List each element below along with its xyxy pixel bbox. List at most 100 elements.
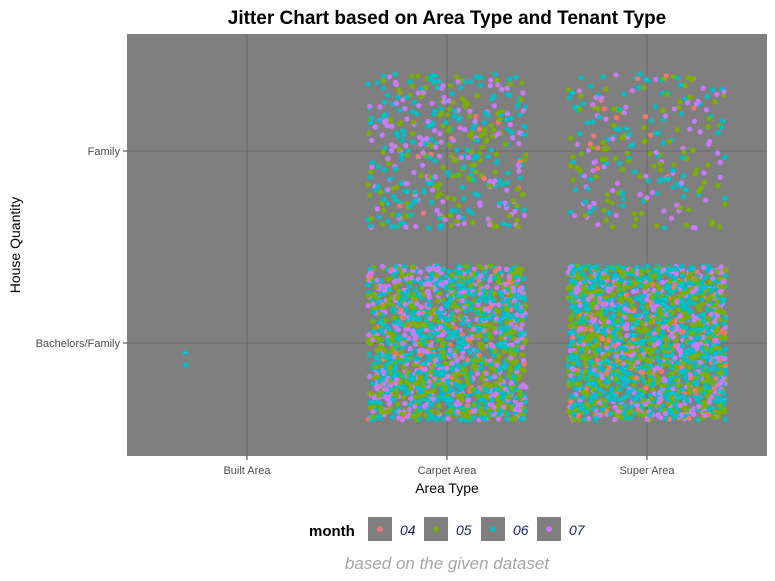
data-point bbox=[565, 295, 571, 301]
data-point bbox=[487, 178, 493, 184]
data-point bbox=[655, 130, 662, 136]
data-point bbox=[442, 217, 448, 223]
data-point bbox=[513, 395, 519, 401]
data-point bbox=[396, 277, 402, 283]
data-point bbox=[523, 338, 529, 344]
data-point bbox=[401, 400, 408, 406]
data-point bbox=[457, 125, 463, 131]
data-point bbox=[717, 174, 723, 180]
data-point bbox=[714, 269, 720, 275]
data-point bbox=[478, 385, 484, 391]
data-point bbox=[573, 294, 579, 300]
data-point bbox=[594, 392, 600, 398]
data-point bbox=[440, 381, 446, 387]
data-point bbox=[431, 111, 437, 117]
data-point bbox=[568, 342, 574, 348]
data-point bbox=[412, 287, 418, 293]
data-point bbox=[685, 280, 691, 286]
data-point bbox=[401, 267, 407, 273]
data-point bbox=[658, 368, 665, 374]
data-point bbox=[709, 269, 715, 275]
data-point bbox=[720, 406, 726, 412]
data-point bbox=[414, 111, 420, 117]
data-point bbox=[484, 284, 490, 290]
data-point bbox=[610, 187, 616, 193]
data-point bbox=[690, 147, 696, 153]
data-point bbox=[449, 208, 455, 214]
data-point bbox=[408, 212, 414, 218]
data-point bbox=[514, 186, 520, 192]
data-point bbox=[686, 415, 692, 421]
data-point bbox=[426, 302, 432, 308]
data-point bbox=[365, 303, 371, 309]
data-point bbox=[401, 132, 407, 138]
data-point bbox=[491, 325, 497, 331]
data-point bbox=[505, 170, 511, 176]
data-point bbox=[465, 268, 471, 274]
data-point bbox=[373, 355, 379, 361]
data-point bbox=[370, 337, 376, 343]
data-point bbox=[413, 316, 419, 322]
y-tick-label: Family bbox=[88, 146, 121, 158]
data-point bbox=[615, 190, 621, 196]
data-point bbox=[410, 309, 416, 316]
data-point bbox=[712, 284, 718, 290]
data-point bbox=[589, 331, 596, 337]
data-point bbox=[480, 265, 486, 271]
data-point bbox=[635, 76, 641, 82]
data-point bbox=[380, 304, 386, 310]
data-point bbox=[667, 278, 673, 284]
data-point bbox=[668, 409, 674, 415]
data-point bbox=[405, 288, 411, 294]
data-point bbox=[451, 108, 458, 114]
data-point bbox=[495, 131, 502, 137]
data-point bbox=[640, 198, 646, 204]
data-point bbox=[504, 111, 510, 117]
data-point bbox=[671, 295, 677, 301]
data-point bbox=[474, 137, 480, 144]
data-point bbox=[414, 301, 420, 307]
data-point bbox=[397, 385, 403, 391]
data-point bbox=[520, 90, 526, 96]
data-point bbox=[454, 147, 460, 153]
data-point bbox=[581, 279, 587, 285]
data-point bbox=[703, 274, 709, 281]
data-point bbox=[679, 180, 685, 186]
data-point bbox=[395, 94, 401, 100]
data-point bbox=[706, 141, 712, 147]
data-point bbox=[640, 338, 646, 344]
data-point bbox=[400, 374, 406, 380]
data-point bbox=[379, 328, 385, 334]
data-point bbox=[462, 79, 468, 85]
data-point bbox=[650, 307, 657, 313]
data-point bbox=[709, 288, 715, 294]
data-point bbox=[508, 81, 514, 88]
data-point bbox=[672, 401, 678, 408]
data-point bbox=[704, 338, 710, 344]
data-point bbox=[569, 270, 576, 276]
data-point bbox=[677, 349, 684, 355]
data-point bbox=[690, 300, 696, 306]
data-point bbox=[423, 375, 429, 381]
data-point bbox=[456, 117, 462, 123]
data-point bbox=[568, 209, 574, 215]
data-point bbox=[477, 341, 483, 347]
data-point bbox=[499, 182, 505, 188]
data-point bbox=[593, 324, 599, 330]
data-point bbox=[399, 156, 405, 162]
data-point bbox=[674, 127, 681, 133]
data-point bbox=[700, 85, 706, 91]
data-point bbox=[434, 381, 440, 388]
data-point bbox=[395, 288, 402, 294]
data-point bbox=[584, 409, 591, 415]
data-point bbox=[404, 369, 410, 375]
data-point bbox=[721, 278, 727, 284]
data-point bbox=[441, 266, 447, 272]
data-point bbox=[514, 304, 520, 310]
data-point bbox=[708, 367, 714, 373]
data-point bbox=[582, 173, 588, 179]
data-point bbox=[658, 167, 664, 173]
data-point bbox=[385, 201, 391, 207]
data-point bbox=[483, 336, 489, 343]
data-point bbox=[576, 266, 582, 272]
